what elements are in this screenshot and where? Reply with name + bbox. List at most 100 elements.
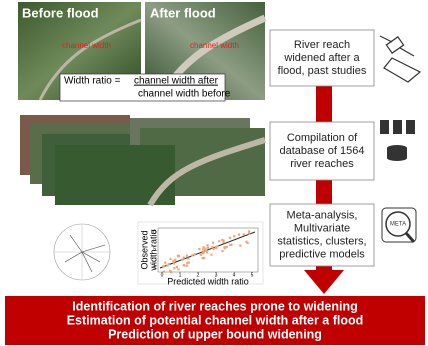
river	[147, 137, 266, 207]
point	[185, 254, 188, 257]
point	[182, 256, 185, 259]
formula: channel width after	[134, 76, 219, 87]
point	[212, 247, 215, 251]
point	[221, 249, 224, 253]
point	[206, 246, 210, 249]
step-text: Multivariate	[294, 222, 350, 234]
point	[221, 238, 224, 242]
label: After flood	[150, 5, 216, 20]
point	[164, 261, 167, 264]
point	[187, 257, 190, 260]
point	[182, 264, 185, 267]
meta-icon: META	[381, 207, 417, 243]
point	[222, 239, 225, 242]
tick-label: 3	[215, 272, 218, 278]
point	[233, 235, 236, 238]
point	[162, 270, 165, 273]
point	[186, 264, 189, 267]
step-text: River reach	[294, 39, 350, 51]
tick-label: 0	[161, 272, 164, 278]
step-box	[269, 203, 375, 267]
database-icon	[380, 120, 415, 161]
step-box	[269, 121, 375, 181]
point	[239, 244, 242, 247]
point	[172, 262, 176, 265]
point	[210, 253, 213, 256]
point	[206, 244, 209, 247]
point	[181, 258, 184, 261]
arrow-head	[304, 270, 344, 294]
point	[245, 240, 248, 243]
point	[214, 246, 218, 249]
satellite-icon	[379, 35, 422, 83]
point	[242, 233, 245, 236]
tick-label: 5	[251, 272, 254, 278]
point	[173, 267, 176, 270]
point	[225, 245, 228, 249]
point	[176, 254, 180, 257]
river	[38, 18, 142, 101]
point	[175, 265, 179, 269]
axis-label: Predicted width ratio	[167, 276, 249, 286]
outcome-text: Identification of river reaches prone to…	[72, 299, 357, 313]
label: Before flood	[22, 5, 99, 20]
step-text: Compilation of	[287, 132, 358, 144]
point	[218, 240, 221, 243]
point	[202, 246, 205, 249]
formula: Width ratio =	[64, 76, 121, 87]
point	[202, 248, 205, 251]
point	[174, 258, 177, 261]
step-text: statistics, clusters,	[277, 235, 366, 247]
step-text: widened after a	[283, 52, 360, 64]
outcome-text: Estimation of potential channel width af…	[67, 313, 364, 327]
point	[186, 261, 189, 264]
tick-label: 1	[179, 272, 182, 278]
fit-line	[159, 231, 256, 269]
point	[228, 236, 232, 239]
point	[198, 248, 201, 251]
point	[170, 271, 173, 274]
point	[248, 230, 251, 233]
point	[229, 243, 232, 246]
point	[246, 241, 249, 244]
point	[205, 249, 208, 252]
tick-label: 10	[150, 229, 156, 235]
point	[204, 247, 207, 250]
point	[193, 253, 196, 256]
axis-label: width ratio	[148, 229, 158, 271]
step-box	[269, 29, 375, 87]
label: channel width	[190, 41, 239, 50]
point	[247, 232, 251, 235]
point	[206, 251, 209, 254]
point	[191, 254, 194, 257]
point	[167, 263, 170, 266]
tick-label: 4	[233, 272, 236, 278]
point	[201, 257, 204, 260]
points	[162, 230, 251, 274]
plot-area	[157, 227, 259, 273]
formula: channel width before	[138, 89, 231, 100]
point	[222, 241, 225, 244]
outcomes: Identification of river reaches prone to…	[67, 299, 364, 341]
step-text: predictive models	[279, 248, 365, 260]
point	[211, 246, 214, 249]
point	[172, 259, 175, 262]
tick-label: 5	[153, 246, 156, 252]
point	[211, 241, 215, 244]
point	[199, 253, 202, 256]
vectors	[64, 234, 106, 273]
axis-label: Observed	[139, 230, 149, 269]
step-text: flood, past studies	[278, 65, 367, 77]
tick-label: 1	[153, 263, 156, 269]
step-text: Meta-analysis,	[287, 209, 358, 221]
point	[162, 265, 165, 268]
label: channel width	[62, 41, 111, 50]
outcome-text: Prediction of upper bound widening	[108, 327, 322, 341]
pca-plot	[30, 222, 135, 287]
step-text: database of 1564	[279, 145, 364, 157]
point	[169, 257, 172, 260]
point	[202, 251, 205, 254]
